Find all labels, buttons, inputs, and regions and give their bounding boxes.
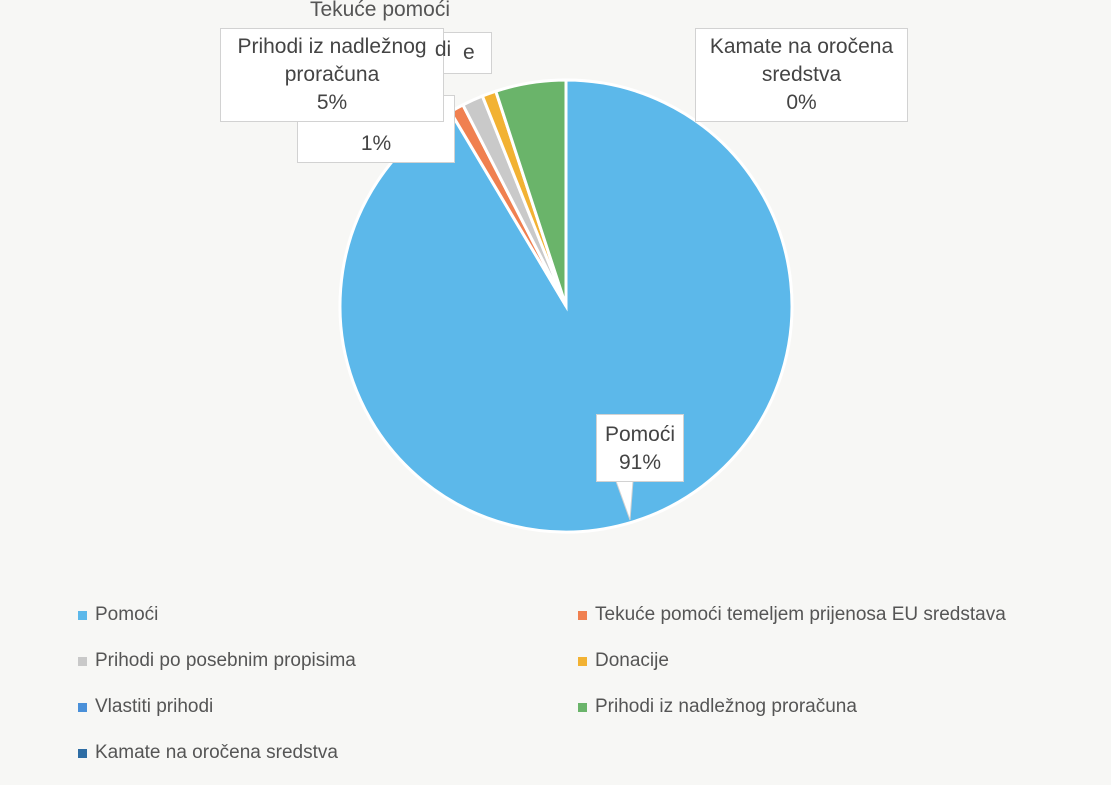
legend-item-pomoci: Pomoći	[78, 604, 158, 626]
legend-swatch-donacije	[578, 656, 587, 666]
legend-label-posebni: Prihodi po posebnim propisima	[95, 650, 356, 671]
legend-label-kamate: Kamate na oročena sredstva	[95, 742, 338, 763]
data-label-nadlezni-line2: proračuna	[284, 63, 380, 86]
legend-swatch-nadlezni	[578, 702, 587, 712]
data-label-eu-value: 1%	[360, 132, 392, 155]
data-label-kamate-value: 0%	[786, 91, 817, 114]
legend-item-kamate: Kamate na oročena sredstva	[78, 742, 338, 764]
data-label-obscured-di: di	[435, 32, 462, 61]
data-label-obscured-top: Tekuće pomoći	[300, 0, 460, 42]
legend-swatch-vlastiti	[78, 702, 87, 712]
legend-label-eu: Tekuće pomoći temeljem prijenosa EU sred…	[595, 604, 1006, 625]
legend-label-vlastiti: Vlastiti prihodi	[95, 696, 214, 717]
data-label-kamate: Kamate na oročena sredstva 0%	[695, 28, 908, 122]
chart-legend: Pomoći Tekuće pomoći temeljem prijenosa …	[78, 604, 1078, 774]
data-label-kamate-line1: Kamate na oročena	[709, 35, 894, 58]
data-label-obscured-di-text: di	[434, 38, 452, 61]
legend-swatch-posebni	[78, 656, 87, 666]
legend-swatch-pomoci	[78, 610, 87, 620]
legend-item-vlastiti: Vlastiti prihodi	[78, 696, 213, 718]
legend-item-posebni: Prihodi po posebnim propisima	[78, 650, 356, 672]
data-label-obscured-e-text: e	[463, 41, 475, 64]
legend-label-nadlezni: Prihodi iz nadležnog proračuna	[595, 696, 857, 717]
data-label-pomoci-name: Pomoći	[604, 423, 676, 446]
legend-item-donacije: Donacije	[578, 650, 669, 672]
legend-swatch-kamate	[78, 748, 87, 758]
legend-swatch-eu	[578, 610, 587, 620]
legend-label-pomoci: Pomoći	[95, 604, 159, 625]
data-label-nadlezni-value: 5%	[316, 91, 348, 114]
legend-item-eu: Tekuće pomoći temeljem prijenosa EU sred…	[578, 604, 1006, 626]
data-label-obscured-top-text: Tekuće pomoći	[309, 0, 451, 21]
data-label-nadlezni-line1: Prihodi iz nadležnog	[237, 35, 427, 58]
data-label-kamate-line2: sredstva	[761, 63, 842, 86]
legend-item-nadlezni: Prihodi iz nadležnog proračuna	[578, 696, 857, 718]
data-label-pomoci-value: 91%	[618, 451, 662, 474]
pie-slice-prihodi-iz-nadle-nog-prora-una	[493, 78, 568, 307]
data-label-pomoci: Pomoći 91%	[596, 414, 684, 482]
data-label-nadlezni: Prihodi iz nadležnog proračuna 5%	[220, 28, 444, 122]
legend-label-donacije: Donacije	[595, 650, 669, 671]
